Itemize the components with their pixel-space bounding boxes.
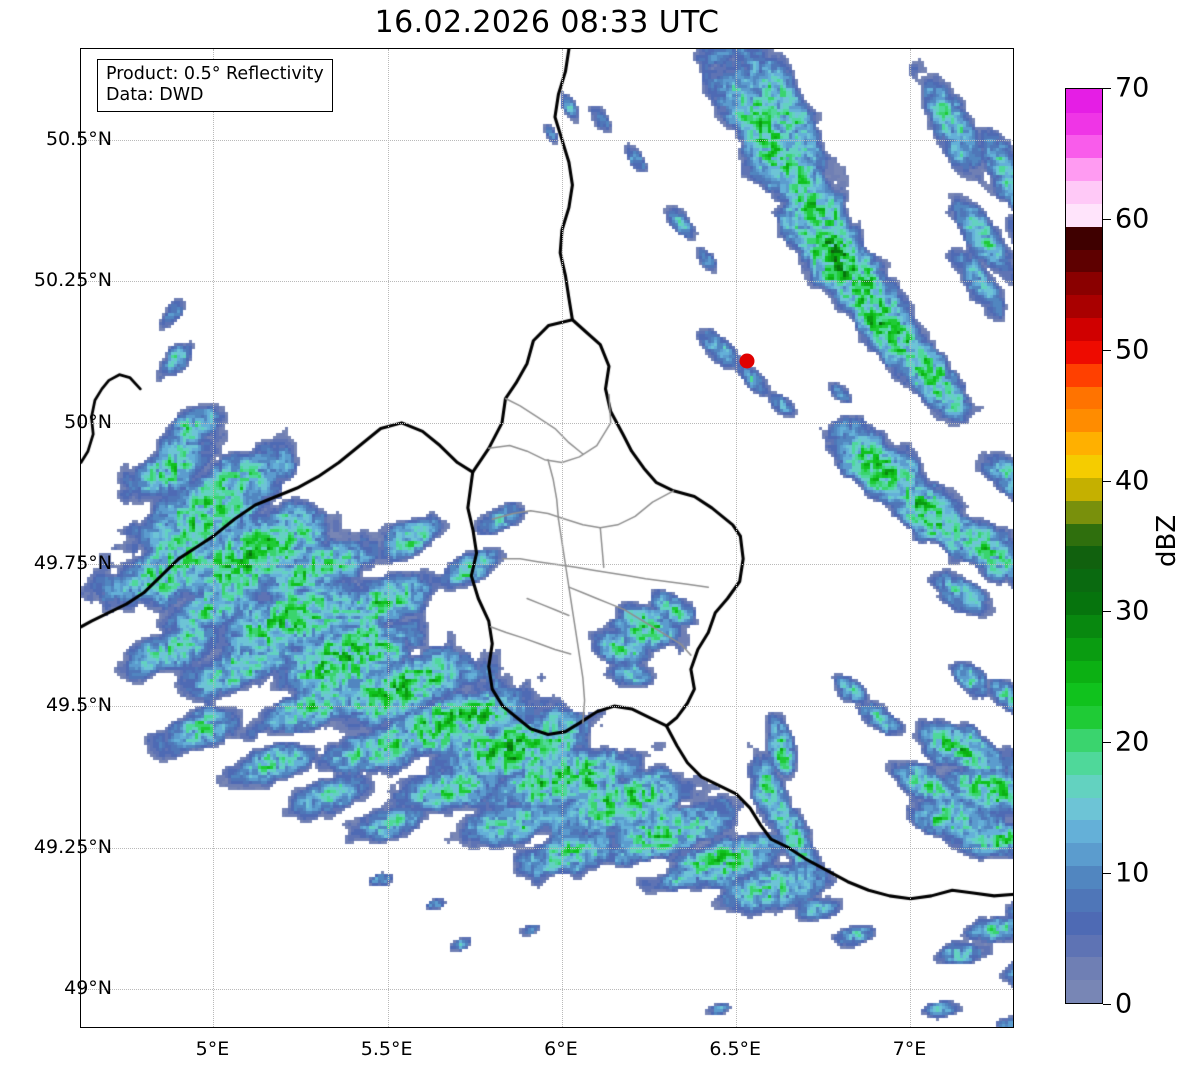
colorbar-band: [1066, 203, 1102, 227]
colorbar-unit-label: dBZ: [1152, 514, 1182, 567]
colorbar-tick: [1103, 742, 1111, 744]
x-tick: [388, 1027, 389, 1028]
x-tick-label: 6°E: [544, 1038, 578, 1060]
colorbar-band: [1066, 637, 1102, 661]
page-title: 16.02.2026 08:33 UTC: [374, 5, 720, 40]
colorbar-tick: [1103, 873, 1111, 875]
y-tick-label: 49.75°N: [33, 552, 112, 575]
y-tick-label: 50°N: [64, 410, 112, 433]
colorbar-tick: [1103, 349, 1111, 351]
colorbar-tick-label: 40: [1115, 465, 1150, 497]
x-tick-label: 7°E: [892, 1038, 927, 1060]
x-tick: [736, 1027, 737, 1028]
colorbar-tick: [1103, 480, 1111, 482]
colorbar-band: [1066, 386, 1102, 410]
annotation-product: Product: 0.5° Reflectivity: [106, 64, 324, 84]
colorbar[interactable]: [1065, 88, 1103, 1004]
colorbar-band: [1066, 614, 1102, 638]
colorbar-band: [1066, 728, 1102, 752]
map-plot-area[interactable]: Product: 0.5° Reflectivity Data: DWD: [80, 48, 1014, 1028]
colorbar-tick-label: 20: [1115, 726, 1150, 758]
colorbar-band: [1066, 89, 1102, 113]
x-tick-label: 5.5°E: [360, 1038, 413, 1060]
gridline-horizontal: [81, 422, 1013, 424]
colorbar-band: [1066, 112, 1102, 136]
colorbar-band: [1066, 317, 1102, 341]
y-tick-label: 49°N: [64, 977, 112, 1000]
x-tick-label: 6.5°E: [709, 1038, 762, 1060]
colorbar-band: [1066, 271, 1102, 296]
x-tick-label: 5°E: [195, 1038, 230, 1060]
colorbar-tick-label: 70: [1115, 72, 1150, 104]
colorbar-band: [1066, 134, 1102, 159]
colorbar-band: [1066, 477, 1102, 501]
colorbar-band: [1066, 774, 1102, 798]
colorbar-band: [1066, 865, 1102, 889]
gridline-vertical: [910, 49, 912, 1027]
y-tick-label: 49.25°N: [33, 835, 112, 858]
colorbar-band: [1066, 249, 1102, 273]
gridline-vertical: [736, 49, 738, 1027]
colorbar-band: [1066, 522, 1102, 547]
colorbar-band: [1066, 500, 1102, 524]
colorbar-band: [1066, 226, 1102, 250]
colorbar-tick-label: 60: [1115, 203, 1150, 235]
gridline-vertical: [561, 49, 563, 1027]
colorbar-band: [1066, 979, 1102, 1003]
annotation-box: Product: 0.5° Reflectivity Data: DWD: [97, 59, 333, 112]
colorbar-tick: [1103, 611, 1111, 613]
colorbar-band: [1066, 796, 1102, 821]
colorbar-band: [1066, 888, 1102, 912]
gridline-vertical: [387, 49, 389, 1027]
colorbar-tick-label: 10: [1115, 857, 1150, 889]
colorbar-band: [1066, 591, 1102, 615]
colorbar-band: [1066, 568, 1102, 593]
gridline-horizontal: [81, 706, 1013, 708]
radar-reflectivity-canvas: [81, 49, 1013, 1027]
colorbar-tick: [1103, 1004, 1111, 1005]
colorbar-tick-label: 30: [1115, 595, 1150, 627]
gridline-horizontal: [81, 989, 1013, 991]
colorbar-band: [1066, 751, 1102, 775]
colorbar-tick-label: 0: [1115, 988, 1133, 1020]
colorbar-band: [1066, 842, 1102, 867]
colorbar-band: [1066, 682, 1102, 707]
y-tick-label: 50.25°N: [33, 269, 112, 292]
colorbar-band: [1066, 545, 1102, 570]
colorbar-band: [1066, 157, 1102, 182]
colorbar-band: [1066, 363, 1102, 387]
colorbar-band: [1066, 705, 1102, 730]
gridline-horizontal: [81, 847, 1013, 849]
colorbar-band: [1066, 819, 1102, 844]
colorbar-band: [1066, 294, 1102, 319]
colorbar-band: [1066, 180, 1102, 204]
x-tick: [910, 1027, 911, 1028]
colorbar-band: [1066, 956, 1102, 981]
colorbar-tick: [1103, 218, 1111, 220]
colorbar-band: [1066, 408, 1102, 433]
gridline-horizontal: [81, 139, 1013, 141]
colorbar-band: [1066, 340, 1102, 364]
gridline-horizontal: [81, 564, 1013, 566]
radar-site-marker[interactable]: [739, 353, 755, 369]
y-tick-label: 49.5°N: [45, 694, 112, 717]
gridline-horizontal: [81, 281, 1013, 283]
x-tick: [562, 1027, 563, 1028]
colorbar-tick-label: 50: [1115, 334, 1150, 366]
colorbar-band: [1066, 659, 1102, 684]
colorbar-band: [1066, 454, 1102, 478]
colorbar-band: [1066, 911, 1102, 935]
colorbar-tick: [1103, 88, 1111, 89]
colorbar-band: [1066, 431, 1102, 456]
gridline-vertical: [213, 49, 215, 1027]
y-tick-label: 50.5°N: [45, 127, 112, 150]
annotation-data-source: Data: DWD: [106, 85, 204, 105]
x-tick: [213, 1027, 214, 1028]
colorbar-band: [1066, 933, 1102, 958]
